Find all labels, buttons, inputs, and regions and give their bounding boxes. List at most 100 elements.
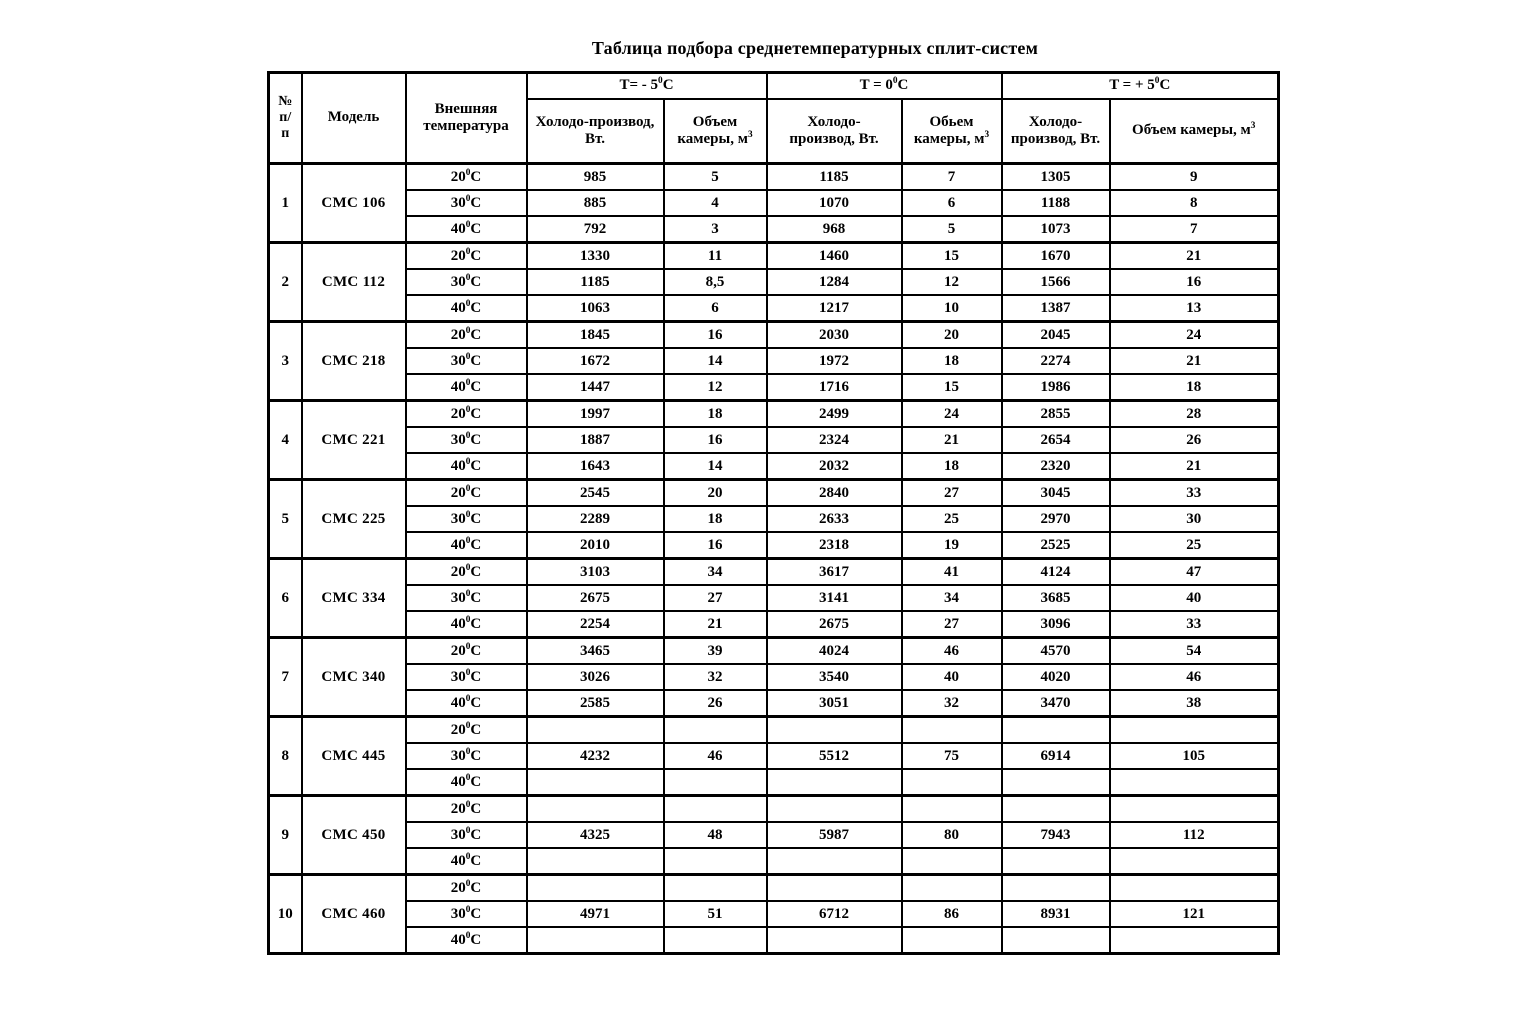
- data-cell: 1672: [525, 347, 665, 375]
- data-cell: 11: [662, 241, 768, 270]
- table-row: 300C 4971 51 6712 86 8931 121: [269, 900, 1280, 928]
- data-cell: 2525: [1000, 531, 1111, 560]
- model-cell: СМС 112: [300, 241, 407, 323]
- table-row: 300C 3026 32 3540 40 4020 46: [269, 663, 1280, 691]
- row-number-cell: 9: [267, 794, 303, 876]
- temperature-cell: 300C: [404, 584, 528, 612]
- table-row: 300C 885 4 1070 6 1188 8: [269, 189, 1280, 217]
- header-row-subcolumns: Холодо-производ, Вт. Объем камеры, м3 Хо…: [269, 98, 1280, 165]
- data-cell: 2545: [525, 478, 665, 507]
- split-systems-selection-table: № п/ п Модель Внешняя температура T= - 5…: [267, 71, 1280, 955]
- temperature-cell: 300C: [404, 189, 528, 217]
- data-cell: 18: [662, 399, 768, 428]
- data-cell: 3470: [1000, 689, 1111, 718]
- table-row: 400C 1643 14 2032 18 2320 21: [269, 452, 1280, 481]
- temperature-cell: 300C: [404, 900, 528, 928]
- data-cell: 1643: [525, 452, 665, 481]
- data-cell: 46: [1108, 663, 1280, 691]
- temperature-cell: 200C: [404, 794, 528, 823]
- model-cell: СМС 340: [300, 636, 407, 718]
- temperature-cell: 200C: [404, 873, 528, 902]
- data-cell: 25: [900, 505, 1003, 533]
- data-cell: 1716: [765, 373, 903, 402]
- data-cell: 26: [662, 689, 768, 718]
- data-cell: [525, 873, 665, 902]
- table-row: 10 СМС 460 200C: [267, 873, 1280, 955]
- data-cell: 2633: [765, 505, 903, 533]
- header-external-temperature: Внешняя температура: [404, 71, 528, 165]
- temperature-cell: 300C: [404, 347, 528, 375]
- data-cell: 3045: [1000, 478, 1111, 507]
- data-cell: [765, 768, 903, 797]
- data-cell: 21: [662, 610, 768, 639]
- table-row: 300C 2289 18 2633 25 2970 30: [269, 505, 1280, 533]
- row-number-cell: 6: [267, 557, 303, 639]
- table-header: № п/ п Модель Внешняя температура T= - 5…: [267, 71, 1280, 165]
- data-cell: 2032: [765, 452, 903, 481]
- table-row: 400C 2254 21 2675 27 3096 33: [269, 610, 1280, 639]
- data-cell: [765, 794, 903, 823]
- temperature-cell: 200C: [404, 320, 528, 349]
- table-row: 8 СМС 445 200C: [267, 715, 1280, 797]
- row-number-cell: 4: [267, 399, 303, 481]
- model-cell: СМС 450: [300, 794, 407, 876]
- data-cell: 5: [662, 162, 768, 191]
- data-cell: 2585: [525, 689, 665, 718]
- data-cell: 32: [900, 689, 1003, 718]
- data-cell: 14: [662, 347, 768, 375]
- data-cell: 48: [662, 821, 768, 849]
- header-chamber-volume-0: Обьем камеры, м3: [900, 98, 1003, 165]
- header-group-t-plus5: T = + 50C: [1000, 71, 1280, 100]
- data-cell: 1284: [765, 268, 903, 296]
- data-cell: 27: [900, 478, 1003, 507]
- data-cell: 10: [900, 294, 1003, 323]
- data-cell: 1845: [525, 320, 665, 349]
- data-cell: 18: [900, 347, 1003, 375]
- header-row-number: № п/ п: [267, 71, 303, 165]
- data-cell: 3617: [765, 557, 903, 586]
- data-cell: 1217: [765, 294, 903, 323]
- data-cell: [662, 873, 768, 902]
- model-cell: СМС 334: [300, 557, 407, 639]
- table-row: 6 СМС 334 200C 3103 34 3617 41 4124 47: [267, 557, 1280, 639]
- data-cell: 27: [900, 610, 1003, 639]
- data-cell: 54: [1108, 636, 1280, 665]
- data-cell: [662, 715, 768, 744]
- temperature-cell: 200C: [404, 241, 528, 270]
- data-cell: [1000, 873, 1111, 902]
- data-cell: 16: [1108, 268, 1280, 296]
- data-cell: [1108, 873, 1280, 902]
- data-cell: 12: [900, 268, 1003, 296]
- data-cell: 21: [1108, 241, 1280, 270]
- data-cell: [1108, 768, 1280, 797]
- header-group-t-0: T = 00C: [765, 71, 1003, 100]
- data-cell: 4: [662, 189, 768, 217]
- data-cell: 792: [525, 215, 665, 244]
- data-cell: 25: [1108, 531, 1280, 560]
- data-cell: 6914: [1000, 742, 1111, 770]
- data-cell: 2254: [525, 610, 665, 639]
- data-cell: [1000, 847, 1111, 876]
- data-cell: 15: [900, 241, 1003, 270]
- table-row: 400C: [269, 768, 1280, 797]
- model-cell: СМС 221: [300, 399, 407, 481]
- data-cell: 2855: [1000, 399, 1111, 428]
- data-cell: [1000, 768, 1111, 797]
- temperature-cell: 300C: [404, 821, 528, 849]
- data-cell: [662, 794, 768, 823]
- data-cell: [900, 926, 1003, 955]
- data-cell: 24: [1108, 320, 1280, 349]
- row-number-cell: 3: [267, 320, 303, 402]
- data-cell: 41: [900, 557, 1003, 586]
- data-cell: 2318: [765, 531, 903, 560]
- data-cell: 20: [900, 320, 1003, 349]
- data-cell: 4020: [1000, 663, 1111, 691]
- data-cell: 7: [1108, 215, 1280, 244]
- data-cell: 5: [900, 215, 1003, 244]
- data-cell: 3026: [525, 663, 665, 691]
- data-cell: [525, 768, 665, 797]
- table-title: Таблица подбора среднетемпературных спли…: [591, 38, 1039, 58]
- data-cell: 1460: [765, 241, 903, 270]
- data-cell: [525, 715, 665, 744]
- header-row-groups: № п/ п Модель Внешняя температура T= - 5…: [267, 71, 1280, 165]
